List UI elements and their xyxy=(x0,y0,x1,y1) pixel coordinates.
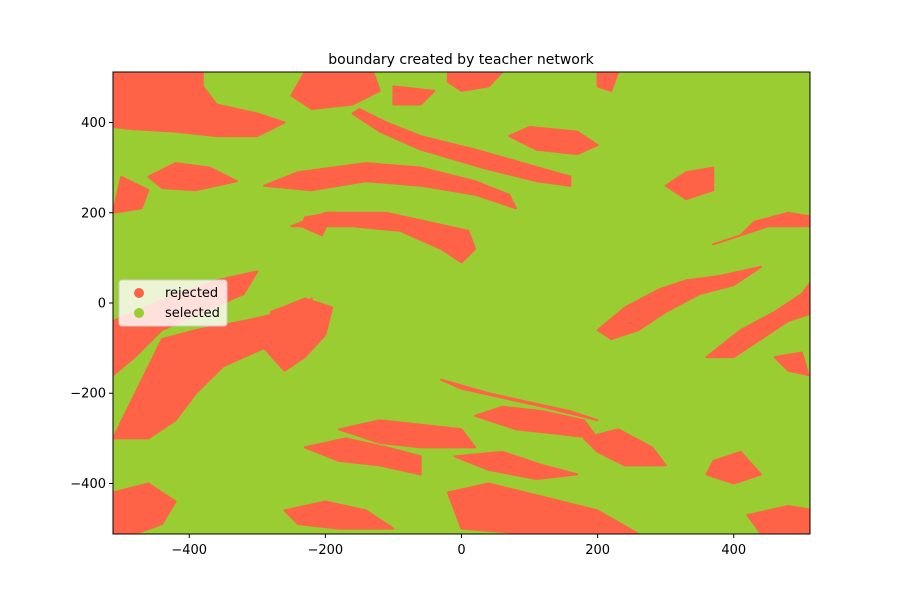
rejected-region xyxy=(664,166,715,201)
legend-label-selected: selected xyxy=(165,306,220,321)
rejected-region xyxy=(596,265,762,341)
rejected-region xyxy=(705,281,810,359)
rejected-region xyxy=(583,428,667,467)
legend: rejected selected xyxy=(118,279,228,327)
x-tick-label: 400 xyxy=(721,543,746,558)
y-tick-label: 0 xyxy=(98,297,106,312)
rejected-region xyxy=(290,211,477,264)
rejected-region xyxy=(392,85,436,106)
x-tick-label: 0 xyxy=(457,543,465,558)
rejected-region xyxy=(508,126,599,156)
rejected-region xyxy=(440,378,599,422)
rejected-region xyxy=(712,211,810,246)
rejected-region xyxy=(263,162,517,210)
y-tick-label: 400 xyxy=(81,116,106,131)
rejected-region xyxy=(283,500,395,530)
rejected-region xyxy=(446,72,504,92)
rejected-region xyxy=(351,108,572,187)
rejected-region xyxy=(303,437,422,476)
rejected-region xyxy=(113,175,150,214)
y-tick-label: 200 xyxy=(81,206,106,221)
y-axis: −400 −200 0 200 400 xyxy=(70,116,113,492)
rejected-region xyxy=(147,162,238,192)
plot-area xyxy=(113,72,810,534)
legend-frame xyxy=(118,279,228,327)
legend-marker-rejected xyxy=(134,288,144,298)
rejected-region xyxy=(290,72,381,110)
chart-title: boundary created by teacher network xyxy=(328,52,594,68)
y-tick-label: −200 xyxy=(70,387,106,402)
rejected-region xyxy=(453,450,579,480)
legend-marker-selected xyxy=(134,308,144,318)
x-tick-label: −400 xyxy=(171,543,207,558)
rejected-region xyxy=(113,482,177,534)
x-axis: −400 −200 0 200 400 xyxy=(171,534,746,558)
rejected-region xyxy=(746,505,810,534)
rejected-region xyxy=(446,482,640,534)
rejected-region xyxy=(773,351,810,377)
rejected-region xyxy=(338,419,477,449)
rejected-region xyxy=(596,72,620,92)
y-tick-label: −400 xyxy=(70,477,106,492)
rejected-region xyxy=(474,405,599,440)
x-tick-label: 200 xyxy=(585,543,610,558)
rejected-region xyxy=(263,297,334,372)
rejected-region xyxy=(705,450,762,485)
rejected-region xyxy=(113,72,286,138)
legend-label-rejected: rejected xyxy=(165,286,218,301)
x-tick-label: −200 xyxy=(308,543,344,558)
